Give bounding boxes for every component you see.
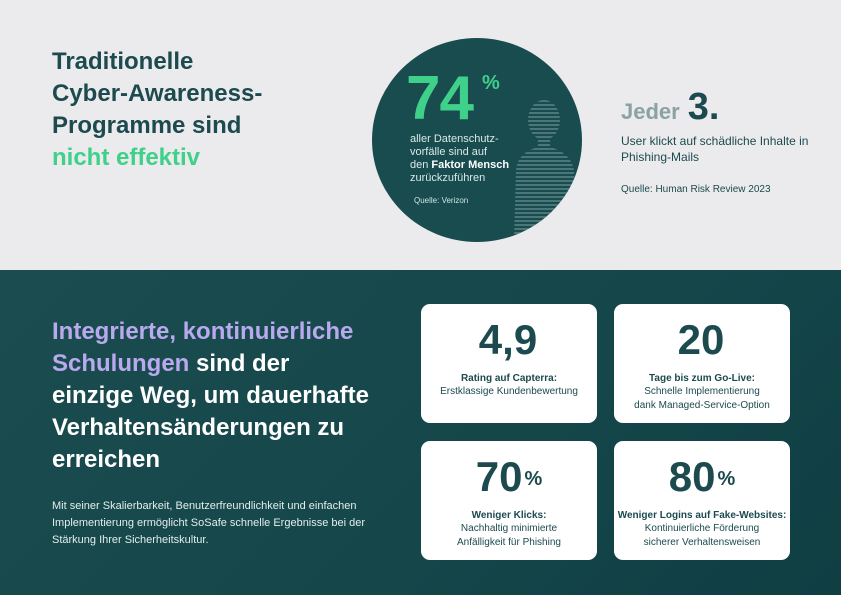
- card-desc-2: Anfälligkeit für Phishing: [457, 537, 561, 548]
- person-silhouette-icon: [514, 100, 578, 234]
- jeder-text: User klickt auf schädliche Inhalte in Ph…: [621, 134, 809, 164]
- stat-text-4: zurückzuführen: [410, 172, 486, 184]
- stat-card-clicks: 70% Weniger Klicks: Nachhaltig minimiert…: [421, 441, 597, 560]
- stat-text-bold: Faktor Mensch: [431, 159, 510, 171]
- jeder-word: Jeder: [621, 99, 680, 124]
- card-desc-2: dank Managed-Service-Option: [634, 400, 770, 411]
- headline-line-1: Traditionelle: [52, 48, 194, 75]
- card-title: Weniger Logins auf Fake-Websites:: [617, 510, 787, 521]
- card-value: 80%: [614, 453, 790, 501]
- top-section: Traditionelle Cyber-Awareness- Programme…: [0, 0, 841, 270]
- card-value-number: 80: [668, 453, 716, 500]
- card-value-number: 20: [677, 316, 725, 363]
- stat-text-1: aller Datenschutz-: [410, 133, 499, 145]
- stat-unit: %: [482, 72, 500, 94]
- card-value-unit: %: [717, 468, 736, 490]
- card-title: Weniger Klicks:: [471, 510, 547, 521]
- card-title: Tage bis zum Go-Live:: [649, 373, 755, 384]
- bottom-rest-4: erreichen: [52, 446, 161, 473]
- jeder-number: 3.: [687, 86, 720, 128]
- card-value: 20: [614, 316, 790, 364]
- card-title: Rating auf Capterra:: [460, 373, 558, 384]
- stat-text-3: den: [410, 159, 429, 171]
- stat-card-logins: 80% Weniger Logins auf Fake-Websites: Ko…: [614, 441, 790, 560]
- card-desc-1: Nachhaltig minimierte: [460, 523, 558, 534]
- jeder-heading: Jeder 3.: [621, 86, 719, 129]
- stat-description: aller Datenschutz- vorfälle sind auf den…: [410, 133, 520, 185]
- card-value: 4,9: [421, 316, 597, 364]
- stat-card-go-live: 20 Tage bis zum Go-Live: Schnelle Implem…: [614, 304, 790, 423]
- stat-source: Quelle: Verizon: [414, 196, 469, 205]
- headline-highlight: nicht effektiv: [52, 144, 201, 171]
- card-value: 70%: [421, 453, 597, 501]
- card-value-number: 70: [475, 453, 523, 500]
- bottom-rest-3: Verhaltensänderungen zu: [52, 414, 345, 441]
- jeder-source: Quelle: Human Risk Review 2023: [621, 184, 771, 195]
- stat-value: 74: [406, 64, 474, 133]
- bottom-highlight-2: Schulungen: [52, 350, 190, 377]
- card-desc-1: Schnelle Implementierung: [644, 386, 760, 397]
- stat-circle: 74 % aller Datenschutz- vorfälle sind au…: [372, 38, 582, 242]
- card-desc-1: Kontinuierliche Förderung: [644, 523, 760, 534]
- bottom-headline: Integrierte, kontinuierliche Schulungen …: [52, 316, 402, 476]
- headline-line-2: Cyber-Awareness-: [52, 80, 263, 107]
- bottom-section: Integrierte, kontinuierliche Schulungen …: [0, 270, 841, 595]
- bottom-rest-2: einzige Weg, um dauerhafte: [52, 382, 369, 409]
- headline-line-3: Programme sind: [52, 112, 242, 139]
- stat-card-rating: 4,9 Rating auf Capterra: Erstklassige Ku…: [421, 304, 597, 423]
- card-value-unit: %: [524, 468, 543, 490]
- bottom-highlight-1: Integrierte, kontinuierliche: [52, 318, 354, 345]
- card-desc-2: sicherer Verhaltensweisen: [643, 537, 761, 548]
- card-value-number: 4,9: [478, 316, 538, 363]
- stat-text-2: vorfälle sind auf: [410, 146, 488, 158]
- bottom-rest-1: sind der: [196, 350, 290, 377]
- card-desc-1: Erstklassige Kundenbewertung: [440, 386, 578, 397]
- bottom-paragraph: Mit seiner Skalierbarkeit, Benutzerfreun…: [52, 500, 366, 546]
- top-headline: Traditionelle Cyber-Awareness- Programme…: [52, 46, 352, 174]
